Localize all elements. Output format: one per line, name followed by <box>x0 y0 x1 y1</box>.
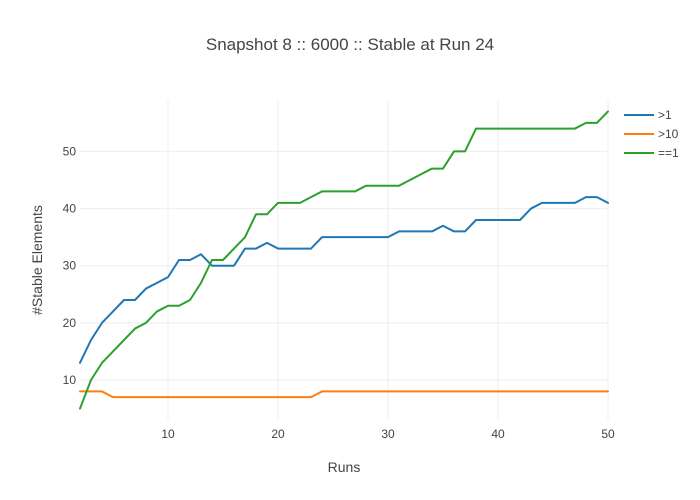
series-lines <box>79 110 609 410</box>
y-tick-labels: 10 20 30 40 50 <box>63 144 77 387</box>
y-tick-label: 30 <box>63 259 77 273</box>
x-axis-title: Runs <box>328 459 361 475</box>
legend-label: >10 <box>658 127 679 141</box>
y-tick-label: 10 <box>63 373 77 387</box>
x-tick-label: 10 <box>161 427 175 441</box>
x-tick-label: 30 <box>381 427 395 441</box>
y-gridlines <box>80 150 608 381</box>
legend: >1 >10 ==1 <box>624 108 679 160</box>
series-line-0 <box>79 196 609 364</box>
series-line-1 <box>79 390 609 399</box>
y-tick-label: 50 <box>63 144 77 158</box>
chart-title: Snapshot 8 :: 6000 :: Stable at Run 24 <box>206 35 494 54</box>
y-tick-label: 40 <box>63 202 77 216</box>
y-tick-label: 20 <box>63 316 77 330</box>
x-gridlines <box>167 100 609 420</box>
x-tick-label: 50 <box>601 427 615 441</box>
x-tick-label: 40 <box>491 427 505 441</box>
x-tick-labels: 10 20 30 40 50 <box>161 427 615 441</box>
x-tick-label: 20 <box>271 427 285 441</box>
y-axis-title: #Stable Elements <box>29 205 45 315</box>
legend-label: >1 <box>658 108 672 122</box>
legend-label: ==1 <box>658 146 679 160</box>
series-line-2 <box>79 110 609 410</box>
